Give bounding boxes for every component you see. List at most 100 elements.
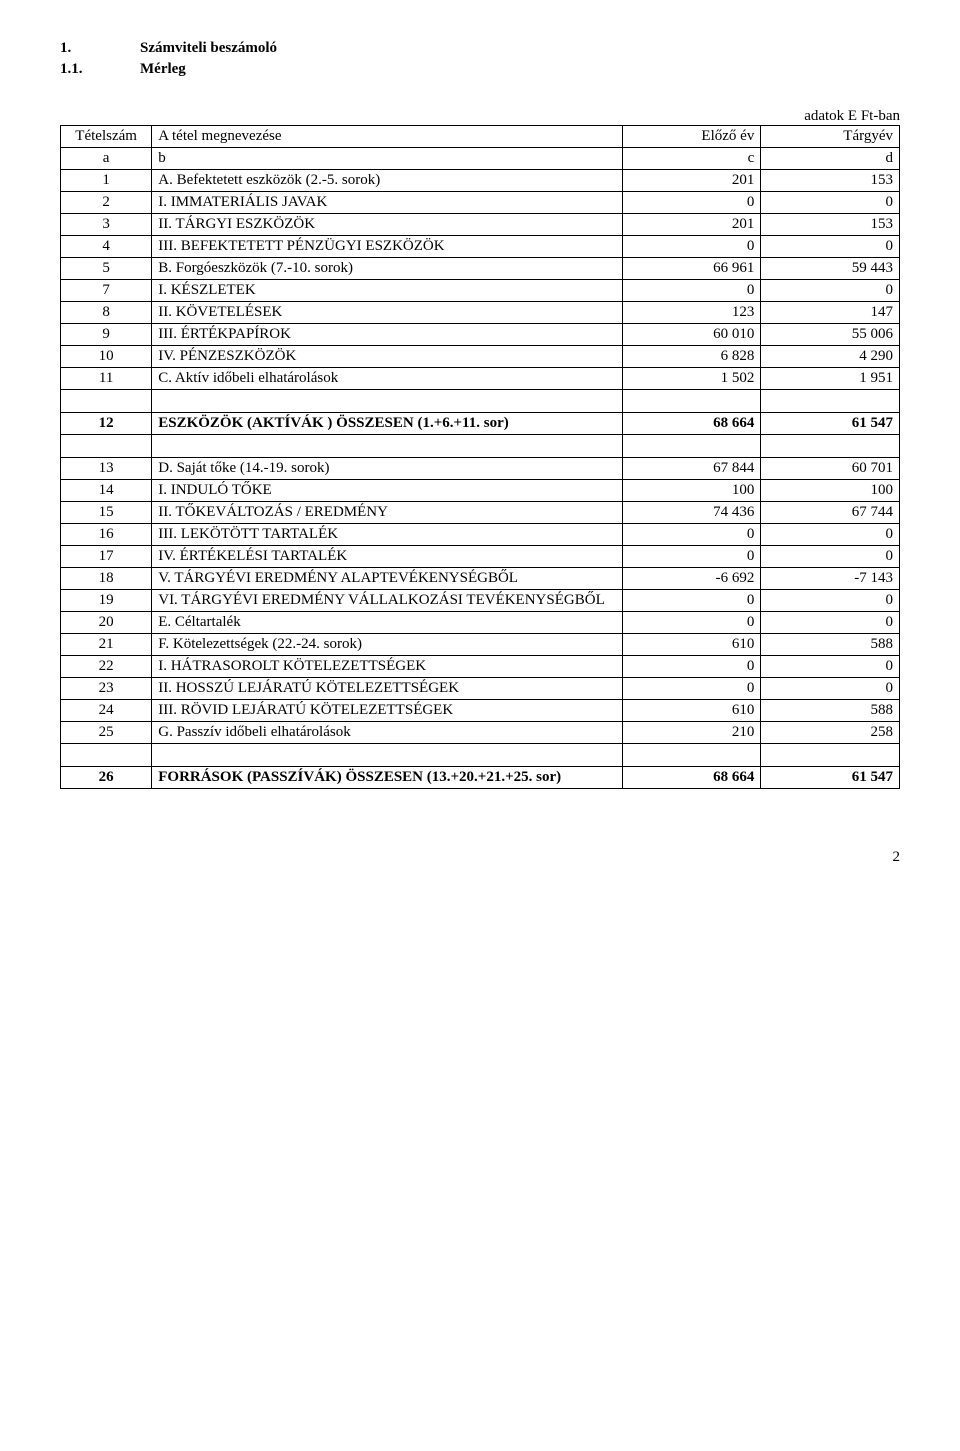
row-curr-value: 60 701 xyxy=(761,458,900,480)
row-number: 22 xyxy=(61,656,152,678)
row-name: III. BEFEKTETETT PÉNZÜGYI ESZKÖZÖK xyxy=(152,236,622,258)
row-name: E. Céltartalék xyxy=(152,612,622,634)
row-name: II. TÁRGYI ESZKÖZÖK xyxy=(152,214,622,236)
row-curr-value: 100 xyxy=(761,480,900,502)
empty-cell xyxy=(61,390,152,413)
col-header-prev: Előző év xyxy=(622,126,761,148)
row-curr-value: -7 143 xyxy=(761,568,900,590)
row-curr-value: 258 xyxy=(761,722,900,744)
row-number: 16 xyxy=(61,524,152,546)
table-row: 4III. BEFEKTETETT PÉNZÜGYI ESZKÖZÖK00 xyxy=(61,236,900,258)
empty-cell xyxy=(761,390,900,413)
table-row: 10IV. PÉNZESZKÖZÖK6 8284 290 xyxy=(61,346,900,368)
row-number: 11 xyxy=(61,368,152,390)
col-header-name: A tétel megnevezése xyxy=(152,126,622,148)
table-row: 5B. Forgóeszközök (7.-10. sorok)66 96159… xyxy=(61,258,900,280)
row-number: 23 xyxy=(61,678,152,700)
table-row: 14I. INDULÓ TŐKE100100 xyxy=(61,480,900,502)
row-prev-value: 68 664 xyxy=(622,767,761,789)
row-curr-value: 67 744 xyxy=(761,502,900,524)
row-number: 2 xyxy=(61,192,152,214)
row-name: G. Passzív időbeli elhatárolások xyxy=(152,722,622,744)
row-prev-value: 0 xyxy=(622,656,761,678)
table-row: 25G. Passzív időbeli elhatárolások210258 xyxy=(61,722,900,744)
heading-1-number: 1. xyxy=(60,40,100,57)
row-number: 9 xyxy=(61,324,152,346)
table-row: 20E. Céltartalék00 xyxy=(61,612,900,634)
row-name: III. ÉRTÉKPAPÍROK xyxy=(152,324,622,346)
empty-cell xyxy=(61,744,152,767)
row-curr-value: 153 xyxy=(761,170,900,192)
row-number: 26 xyxy=(61,767,152,789)
row-name: III. LEKÖTÖTT TARTALÉK xyxy=(152,524,622,546)
table-row xyxy=(61,390,900,413)
heading-2-number: 1.1. xyxy=(60,61,100,78)
row-prev-value: 100 xyxy=(622,480,761,502)
row-name: III. RÖVID LEJÁRATÚ KÖTELEZETTSÉGEK xyxy=(152,700,622,722)
row-prev-value: 0 xyxy=(622,280,761,302)
row-name: C. Aktív időbeli elhatárolások xyxy=(152,368,622,390)
row-curr-value: 588 xyxy=(761,700,900,722)
row-prev-value: 201 xyxy=(622,170,761,192)
row-curr-value: 0 xyxy=(761,612,900,634)
empty-cell xyxy=(622,435,761,458)
row-name: II. HOSSZÚ LEJÁRATÚ KÖTELEZETTSÉGEK xyxy=(152,678,622,700)
table-row: 8II. KÖVETELÉSEK123147 xyxy=(61,302,900,324)
row-name: IV. PÉNZESZKÖZÖK xyxy=(152,346,622,368)
row-number: 8 xyxy=(61,302,152,324)
row-number: 25 xyxy=(61,722,152,744)
row-prev-value: 0 xyxy=(622,192,761,214)
balance-sheet-table: Tételszám A tétel megnevezése Előző év T… xyxy=(60,125,900,789)
table-row: 7I. KÉSZLETEK00 xyxy=(61,280,900,302)
heading-2-text: Mérleg xyxy=(140,61,186,78)
table-row: 19VI. TÁRGYÉVI EREDMÉNY VÁLLALKOZÁSI TEV… xyxy=(61,590,900,612)
row-curr-value: 4 290 xyxy=(761,346,900,368)
row-name: V. TÁRGYÉVI EREDMÉNY ALAPTEVÉKENYSÉGBŐL xyxy=(152,568,622,590)
row-prev-value: 0 xyxy=(622,524,761,546)
row-name: FORRÁSOK (PASSZÍVÁK) ÖSSZESEN (13.+20.+2… xyxy=(152,767,622,789)
table-row: 12ESZKÖZÖK (AKTÍVÁK ) ÖSSZESEN (1.+6.+11… xyxy=(61,413,900,435)
table-row: 3II. TÁRGYI ESZKÖZÖK201153 xyxy=(61,214,900,236)
row-prev-value: 67 844 xyxy=(622,458,761,480)
col-sub-a: a xyxy=(61,148,152,170)
table-row: 11C. Aktív időbeli elhatárolások1 5021 9… xyxy=(61,368,900,390)
empty-cell xyxy=(761,744,900,767)
table-row: 21F. Kötelezettségek (22.-24. sorok)6105… xyxy=(61,634,900,656)
row-curr-value: 55 006 xyxy=(761,324,900,346)
table-row: 24III. RÖVID LEJÁRATÚ KÖTELEZETTSÉGEK610… xyxy=(61,700,900,722)
row-number: 1 xyxy=(61,170,152,192)
row-curr-value: 0 xyxy=(761,678,900,700)
row-curr-value: 153 xyxy=(761,214,900,236)
empty-cell xyxy=(61,435,152,458)
row-name: II. KÖVETELÉSEK xyxy=(152,302,622,324)
row-number: 13 xyxy=(61,458,152,480)
row-prev-value: 68 664 xyxy=(622,413,761,435)
row-number: 7 xyxy=(61,280,152,302)
col-sub-b: b xyxy=(152,148,622,170)
row-curr-value: 0 xyxy=(761,524,900,546)
heading-1: 1. Számviteli beszámoló xyxy=(60,40,900,57)
row-number: 18 xyxy=(61,568,152,590)
row-prev-value: 60 010 xyxy=(622,324,761,346)
table-row: 13D. Saját tőke (14.-19. sorok)67 84460 … xyxy=(61,458,900,480)
table-row xyxy=(61,744,900,767)
row-curr-value: 147 xyxy=(761,302,900,324)
table-body: 1A. Befektetett eszközök (2.-5. sorok)20… xyxy=(61,170,900,789)
row-prev-value: 0 xyxy=(622,612,761,634)
row-name: I. KÉSZLETEK xyxy=(152,280,622,302)
row-name: II. TŐKEVÁLTOZÁS / EREDMÉNY xyxy=(152,502,622,524)
row-name: I. IMMATERIÁLIS JAVAK xyxy=(152,192,622,214)
row-curr-value: 0 xyxy=(761,236,900,258)
col-header-curr: Tárgyév xyxy=(761,126,900,148)
empty-cell xyxy=(152,390,622,413)
row-name: B. Forgóeszközök (7.-10. sorok) xyxy=(152,258,622,280)
row-prev-value: 201 xyxy=(622,214,761,236)
table-row xyxy=(61,435,900,458)
row-number: 4 xyxy=(61,236,152,258)
row-curr-value: 61 547 xyxy=(761,767,900,789)
col-sub-d: d xyxy=(761,148,900,170)
row-name: I. INDULÓ TŐKE xyxy=(152,480,622,502)
row-number: 20 xyxy=(61,612,152,634)
unit-label: adatok E Ft-ban xyxy=(60,108,900,125)
row-prev-value: 0 xyxy=(622,678,761,700)
